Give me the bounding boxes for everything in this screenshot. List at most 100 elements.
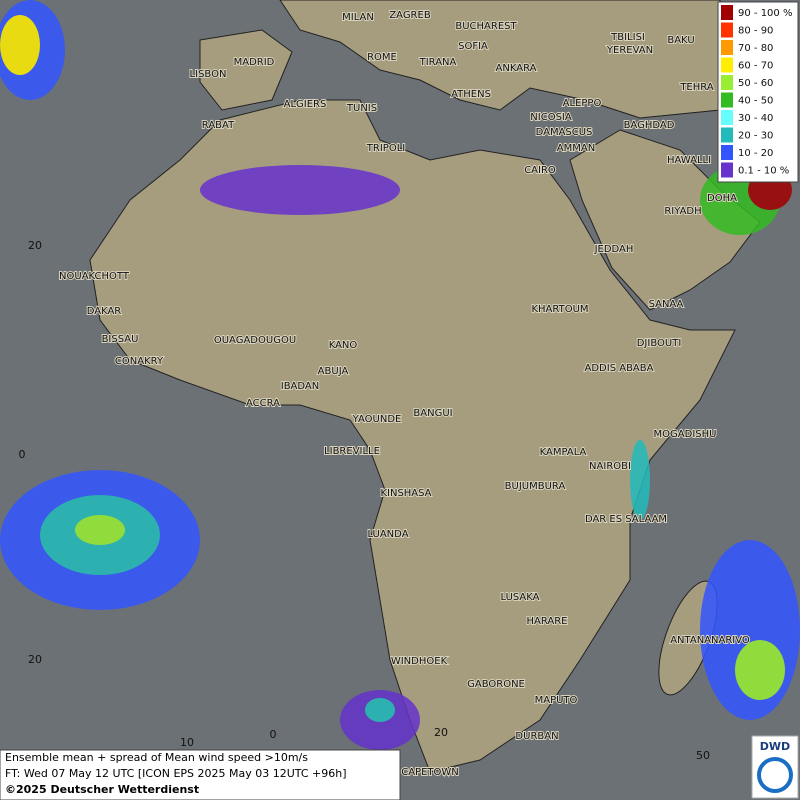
city-label: AMMAN	[557, 143, 595, 154]
longitude-label: 10	[180, 736, 194, 749]
city-label: MILAN	[342, 12, 374, 23]
city-label: MOGADISHU	[654, 429, 717, 440]
city-label: WINDHOEK	[391, 656, 448, 667]
city-label: KINSHASA	[380, 488, 431, 499]
city-label: MADRID	[234, 57, 275, 68]
legend-label: 70 - 80	[738, 43, 773, 54]
latitude-label: 0	[19, 448, 26, 461]
city-label: BANGUI	[413, 408, 452, 419]
city-label: NOUAKCHOTT	[59, 271, 130, 282]
city-label: ADDIS ABABA	[585, 363, 654, 374]
logo-symbol	[757, 757, 793, 793]
city-label: KAMPALA	[540, 447, 587, 458]
description: Ensemble mean + spread of Mean wind spee…	[5, 751, 308, 764]
longitude-label: 0	[270, 728, 277, 741]
legend-label: 50 - 60	[738, 78, 773, 89]
land	[89, 0, 761, 773]
city-label: KANO	[329, 340, 358, 351]
city-label: RIYADH	[664, 206, 701, 217]
city-label: DOHA	[707, 193, 737, 204]
city-label: RABAT	[202, 120, 235, 131]
city-label: TBILISI	[610, 32, 645, 43]
city-label: ATHENS	[451, 89, 491, 100]
legend-swatch	[721, 92, 733, 108]
legend-swatch	[721, 22, 733, 38]
legend: 90 - 100 % 80 - 90 70 - 80 60 - 70 50 - 60 40…	[717, 1, 799, 183]
forecast-time: FT: Wed 07 May 12 UTC [ICON EPS 2025 May…	[5, 767, 347, 780]
legend-label: 90 - 100 %	[738, 8, 792, 19]
logo: DWD	[751, 735, 799, 799]
city-label: BUCHAREST	[455, 21, 517, 32]
city-label: ANTANANARIVO	[670, 635, 750, 646]
legend-label: 60 - 70	[738, 61, 773, 72]
city-label: DAKAR	[87, 306, 122, 317]
legend-label: 30 - 40	[738, 113, 773, 124]
copyright: ©2025 Deutscher Wetterdienst	[5, 783, 199, 796]
latitude-label: 20	[28, 653, 42, 666]
city-label: ABUJA	[318, 366, 349, 377]
city-label: ANKARA	[496, 63, 537, 74]
city-label: SANAA	[649, 299, 684, 310]
city-label: BAGHDAD	[624, 120, 675, 131]
legend-label: 0.1 - 10 %	[738, 166, 789, 177]
city-label: BUJUMBURA	[505, 481, 566, 492]
city-label: CAIRO	[524, 165, 556, 176]
city-label: TEHRA	[679, 82, 713, 93]
city-label: BISSAU	[102, 334, 139, 345]
city-label: DJIBOUTI	[637, 338, 682, 349]
city-label: TIRANA	[419, 57, 457, 68]
city-label: GABORONE	[467, 679, 525, 690]
city-label: CAPETOWN	[401, 767, 459, 778]
legend-swatch	[721, 162, 733, 178]
city-label: ZAGREB	[389, 10, 431, 21]
city-label: TRIPOLI	[366, 143, 405, 154]
city-label: BAKU	[667, 35, 694, 46]
city-label: HAWALLI	[667, 155, 711, 166]
city-label: HARARE	[526, 616, 567, 627]
city-label: LIBREVILLE	[324, 446, 380, 457]
city-label: ALGIERS	[284, 99, 327, 110]
legend-label: 80 - 90	[738, 26, 773, 37]
footer: Ensemble mean + spread of Mean wind spee…	[0, 749, 401, 800]
city-label: DAR ES SALAAM	[585, 514, 667, 525]
city-label: LUANDA	[367, 529, 408, 540]
legend-label: 10 - 20	[738, 148, 773, 159]
city-label: IBADAN	[281, 381, 320, 392]
city-label: NAIROBI	[589, 461, 631, 472]
longitude-label: 50	[696, 749, 710, 762]
legend-swatch	[721, 75, 733, 90]
city-label: NICOSIA	[530, 112, 572, 123]
city-label: CONAKRY	[115, 356, 164, 367]
city-label: DURBAN	[515, 731, 558, 742]
legend-label: 40 - 50	[738, 96, 773, 107]
city-label: YEREVAN	[606, 45, 653, 56]
city-label: LUSAKA	[501, 592, 540, 603]
legend-swatch	[721, 40, 733, 55]
legend-swatch	[721, 145, 733, 160]
legend-swatch	[721, 127, 733, 143]
city-label: KHARTOUM	[531, 304, 588, 315]
city-label: ACCRA	[246, 398, 280, 409]
city-label: ROME	[367, 52, 397, 63]
latitude-label: 20	[28, 239, 42, 252]
city-labels: MILAN ZAGREB BUCHAREST SOFIA ROME TIRANA MADRI…	[58, 9, 751, 779]
city-label: SOFIA	[458, 41, 488, 52]
legend-swatch	[721, 5, 733, 20]
grid-labels: 20 0 20 10 0 20 50	[19, 239, 711, 762]
city-label: OUAGADOUGOU	[214, 335, 296, 346]
city-label: DAMASCUS	[536, 127, 593, 138]
wind-areas	[0, 0, 800, 750]
logo-text: DWD	[760, 740, 790, 753]
footer-box	[0, 749, 401, 800]
legend-swatch	[721, 110, 733, 125]
legend-swatch	[721, 57, 733, 73]
longitude-label: 20	[434, 726, 448, 739]
city-label: YAOUNDE	[352, 414, 402, 425]
city-label: TUNIS	[346, 103, 377, 114]
city-label: LISBON	[190, 69, 227, 80]
legend-label: 20 - 30	[738, 131, 773, 142]
city-label: JEDDAH	[594, 244, 634, 255]
city-label: ALEPPO	[563, 98, 602, 109]
